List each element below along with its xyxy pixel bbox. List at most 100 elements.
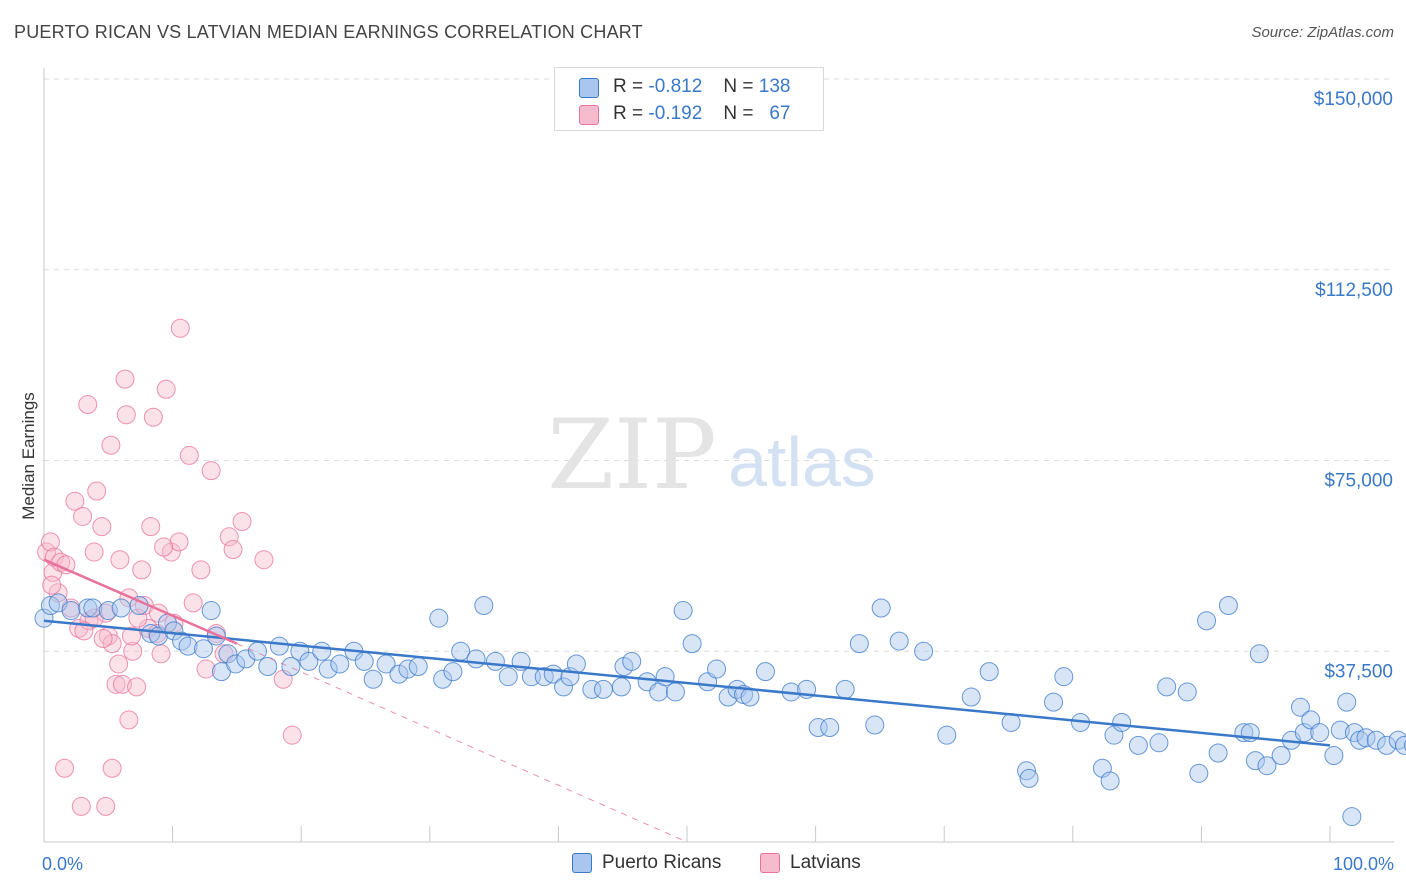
puerto-rican-point xyxy=(979,662,999,682)
correlation-legend: R = -0.812 N = 138 R = -0.192 N = 67 xyxy=(554,67,824,131)
legend-stats: R = -0.192 N = 67 xyxy=(613,103,790,125)
puerto-rican-point xyxy=(1128,735,1148,755)
legend-swatch-pink xyxy=(579,105,599,125)
latvian-point xyxy=(254,550,274,570)
latvian-point xyxy=(223,540,243,560)
puerto-rican-point xyxy=(937,725,957,745)
puerto-rican-point xyxy=(554,677,574,697)
puerto-rican-point xyxy=(498,667,518,687)
latvian-point xyxy=(115,369,135,389)
puerto-rican-point xyxy=(1189,763,1209,783)
latvian-point xyxy=(232,512,252,532)
puerto-rican-point xyxy=(1290,697,1310,717)
puerto-rican-point xyxy=(865,715,885,735)
latvian-point xyxy=(110,550,130,570)
puerto-rican-point xyxy=(1044,692,1064,712)
latvian-point xyxy=(55,758,75,778)
puerto-rican-point xyxy=(330,654,350,674)
puerto-rican-point xyxy=(1112,712,1132,732)
puerto-rican-point xyxy=(299,651,319,671)
latvian-point xyxy=(106,674,126,694)
puerto-rican-point xyxy=(218,644,238,664)
legend-r-value: -0.192 xyxy=(648,103,703,124)
puerto-rican-point xyxy=(1310,723,1330,743)
puerto-rican-point xyxy=(226,654,246,674)
latvian-point xyxy=(191,560,211,580)
puerto-rican-point xyxy=(1197,611,1217,631)
latvian-point xyxy=(40,532,60,552)
latvian-point xyxy=(170,318,190,338)
puerto-rican-point xyxy=(593,679,613,699)
puerto-rican-point xyxy=(961,687,981,707)
puerto-ricans-points xyxy=(34,593,1406,827)
grid-lines xyxy=(44,78,1394,652)
latvian-point xyxy=(121,626,141,646)
watermark: ZIP atlas xyxy=(547,399,876,511)
puerto-rican-point xyxy=(193,639,213,659)
puerto-rican-point xyxy=(1366,730,1386,750)
watermark-zip: ZIP xyxy=(547,399,716,511)
puerto-rican-point xyxy=(1177,682,1197,702)
latvian-point xyxy=(132,560,152,580)
legend-n-label: N = xyxy=(723,76,754,97)
puerto-rican-point xyxy=(312,641,332,661)
series-legend-label: Latvians xyxy=(790,852,861,873)
puerto-rican-point xyxy=(178,636,198,656)
puerto-rican-point xyxy=(849,634,869,654)
latvian-point xyxy=(78,395,98,415)
latvians-trend-extension xyxy=(236,643,688,843)
latvian-point xyxy=(123,641,143,661)
puerto-rican-point xyxy=(1330,720,1350,740)
puerto-rican-point xyxy=(318,659,338,679)
puerto-rican-point xyxy=(474,595,494,615)
latvian-point xyxy=(42,575,62,595)
legend-swatch-blue xyxy=(579,78,599,98)
latvian-point xyxy=(196,659,216,679)
legend-n-value: 138 xyxy=(758,76,791,97)
puerto-rican-point xyxy=(164,621,184,641)
legend-stats: R = -0.812 N = 138 xyxy=(613,76,790,98)
puerto-rican-point xyxy=(1208,743,1228,763)
puerto-rican-point xyxy=(665,682,685,702)
puerto-rican-point xyxy=(622,651,642,671)
puerto-rican-point xyxy=(269,636,289,656)
puerto-rican-point xyxy=(820,718,840,738)
latvian-point xyxy=(156,379,176,399)
puerto-rican-point xyxy=(1218,595,1238,615)
puerto-rican-point xyxy=(1257,756,1277,776)
y-axis-label: Median Earnings xyxy=(19,392,38,520)
puerto-rican-point xyxy=(1019,768,1039,788)
legend-r-value: -0.812 xyxy=(648,76,703,97)
latvians-points xyxy=(37,318,302,816)
puerto-rican-point xyxy=(1157,677,1177,697)
latvian-point xyxy=(183,593,203,613)
latvian-point xyxy=(151,644,171,664)
puerto-rican-point xyxy=(201,601,221,621)
puerto-rican-point xyxy=(443,662,463,682)
watermark-atlas: atlas xyxy=(728,423,876,501)
source-label: Source: ZipAtlas.com xyxy=(1251,24,1394,41)
puerto-rican-point xyxy=(1337,692,1357,712)
x-tick-min: 0.0% xyxy=(42,854,83,874)
puerto-rican-point xyxy=(1271,746,1291,766)
latvian-point xyxy=(96,796,116,816)
puerto-rican-point xyxy=(141,623,161,643)
puerto-rican-point xyxy=(582,679,602,699)
puerto-rican-point xyxy=(755,662,775,682)
puerto-rican-point xyxy=(808,718,828,738)
puerto-rican-point xyxy=(61,601,81,621)
puerto-rican-point xyxy=(673,601,693,621)
puerto-rican-point xyxy=(1245,751,1265,771)
puerto-rican-point xyxy=(78,598,98,618)
legend-r-label: R = xyxy=(613,76,644,97)
puerto-rican-point xyxy=(433,669,453,689)
latvian-point xyxy=(92,517,112,537)
latvian-point xyxy=(65,491,85,511)
latvian-point xyxy=(282,725,302,745)
y-tick-label: $150,000 xyxy=(1314,89,1393,110)
puerto-rican-point xyxy=(1249,644,1269,664)
puerto-rican-point xyxy=(354,651,374,671)
puerto-rican-point xyxy=(871,598,891,618)
legend-n-value: 67 xyxy=(769,103,791,124)
